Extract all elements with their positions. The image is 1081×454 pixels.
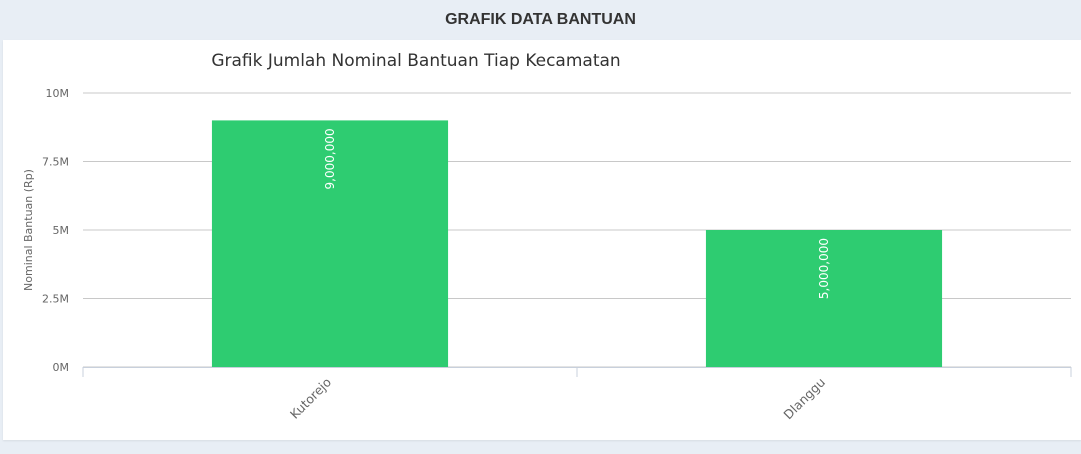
bar-chart: Grafik Jumlah Nominal Bantuan Tiap Kecam… (22, 51, 1072, 423)
bar-dlanggu (705, 230, 943, 367)
y-tick-label: 10M (46, 87, 70, 100)
chart-panel: Grafik Jumlah Nominal Bantuan Tiap Kecam… (3, 40, 1081, 440)
y-tick-label: 0M (53, 361, 70, 374)
bars: 9,000,000 5,000,000 (211, 120, 943, 368)
x-category-label: Kutorejo (287, 375, 334, 422)
chart-title: Grafik Jumlah Nominal Bantuan Tiap Kecam… (211, 51, 620, 71)
y-axis-title: Nominal Bantuan (Rp) (22, 169, 35, 291)
x-axis: Kutorejo Dlanggu (82, 367, 1072, 423)
data-label: 5,000,000 (817, 238, 831, 299)
panel-title: GRAFIK DATA BANTUAN (445, 11, 636, 28)
x-category-label: Dlanggu (780, 375, 828, 423)
y-tick-label: 7.5M (42, 156, 69, 169)
bar-kutorejo (211, 120, 449, 368)
panel-header: GRAFIK DATA BANTUAN (0, 0, 1081, 40)
y-axis-ticks: 0M 2.5M 5M 7.5M 10M (42, 87, 69, 374)
y-tick-label: 5M (53, 224, 70, 237)
data-label: 9,000,000 (323, 128, 337, 189)
y-tick-label: 2.5M (42, 293, 69, 306)
